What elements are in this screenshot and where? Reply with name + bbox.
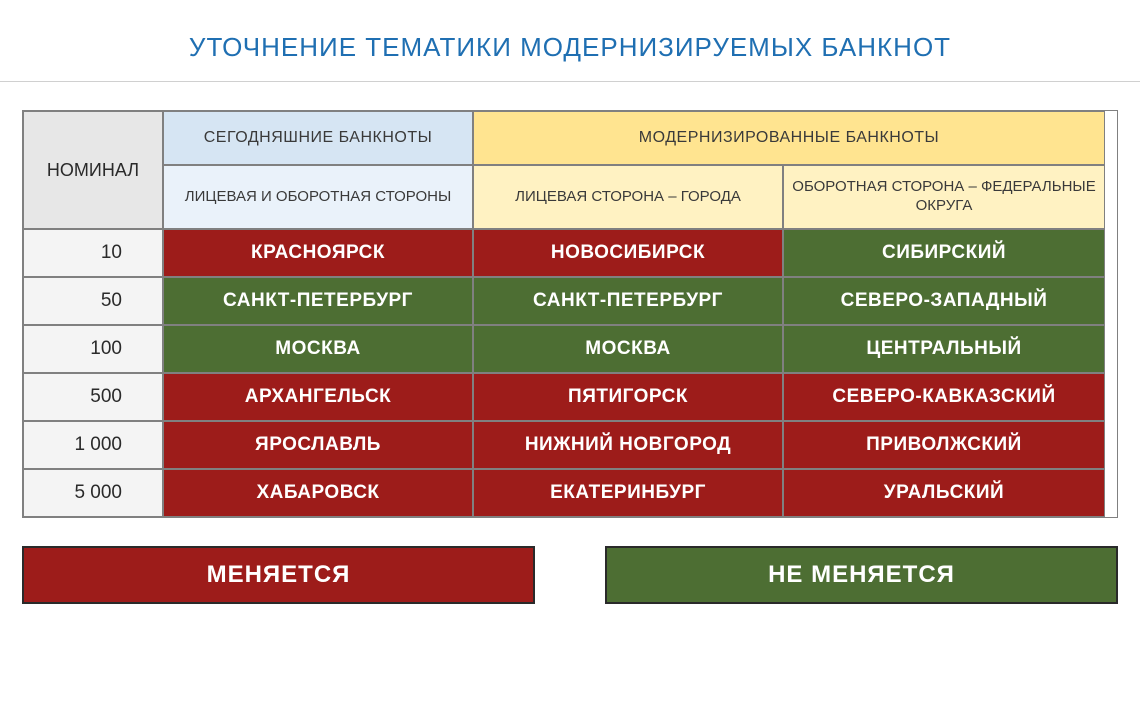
current-city-cell: ЯРОСЛАВЛЬ bbox=[163, 421, 473, 469]
subheader-current: ЛИЦЕВАЯ И ОБОРОТНАЯ СТОРОНЫ bbox=[163, 165, 473, 229]
front-city-cell: САНКТ-ПЕТЕРБУРГ bbox=[473, 277, 783, 325]
back-district-cell: СИБИРСКИЙ bbox=[783, 229, 1105, 277]
current-city-cell: САНКТ-ПЕТЕРБУРГ bbox=[163, 277, 473, 325]
front-city-cell: ПЯТИГОРСК bbox=[473, 373, 783, 421]
front-city-cell: НИЖНИЙ НОВГОРОД bbox=[473, 421, 783, 469]
nominal-cell: 1 000 bbox=[23, 421, 163, 469]
nominal-cell: 100 bbox=[23, 325, 163, 373]
nominal-cell: 50 bbox=[23, 277, 163, 325]
subheader-front: ЛИЦЕВАЯ СТОРОНА – ГОРОДА bbox=[473, 165, 783, 229]
content-area: НОМИНАЛ СЕГОДНЯШНИЕ БАНКНОТЫ МОДЕРНИЗИРО… bbox=[0, 82, 1140, 604]
back-district-cell: СЕВЕРО-КАВКАЗСКИЙ bbox=[783, 373, 1105, 421]
current-city-cell: КРАСНОЯРСК bbox=[163, 229, 473, 277]
header-nominal: НОМИНАЛ bbox=[23, 111, 163, 229]
front-city-cell: ЕКАТЕРИНБУРГ bbox=[473, 469, 783, 517]
back-district-cell: ЦЕНТРАЛЬНЫЙ bbox=[783, 325, 1105, 373]
legend-changes: МЕНЯЕТСЯ bbox=[22, 546, 535, 604]
legend: МЕНЯЕТСЯ НЕ МЕНЯЕТСЯ bbox=[22, 546, 1118, 604]
back-district-cell: ПРИВОЛЖСКИЙ bbox=[783, 421, 1105, 469]
header-current: СЕГОДНЯШНИЕ БАНКНОТЫ bbox=[163, 111, 473, 165]
front-city-cell: МОСКВА bbox=[473, 325, 783, 373]
nominal-cell: 10 bbox=[23, 229, 163, 277]
subheader-back: ОБОРОТНАЯ СТОРОНА – ФЕДЕРАЛЬНЫЕ ОКРУГА bbox=[783, 165, 1105, 229]
page-title: УТОЧНЕНИЕ ТЕМАТИКИ МОДЕРНИЗИРУЕМЫХ БАНКН… bbox=[0, 0, 1140, 81]
nominal-cell: 5 000 bbox=[23, 469, 163, 517]
current-city-cell: АРХАНГЕЛЬСК bbox=[163, 373, 473, 421]
nominal-cell: 500 bbox=[23, 373, 163, 421]
back-district-cell: УРАЛЬСКИЙ bbox=[783, 469, 1105, 517]
header-modernized: МОДЕРНИЗИРОВАННЫЕ БАНКНОТЫ bbox=[473, 111, 1105, 165]
legend-no-changes: НЕ МЕНЯЕТСЯ bbox=[605, 546, 1118, 604]
front-city-cell: НОВОСИБИРСК bbox=[473, 229, 783, 277]
back-district-cell: СЕВЕРО-ЗАПАДНЫЙ bbox=[783, 277, 1105, 325]
current-city-cell: МОСКВА bbox=[163, 325, 473, 373]
banknote-table: НОМИНАЛ СЕГОДНЯШНИЕ БАНКНОТЫ МОДЕРНИЗИРО… bbox=[22, 110, 1118, 518]
current-city-cell: ХАБАРОВСК bbox=[163, 469, 473, 517]
